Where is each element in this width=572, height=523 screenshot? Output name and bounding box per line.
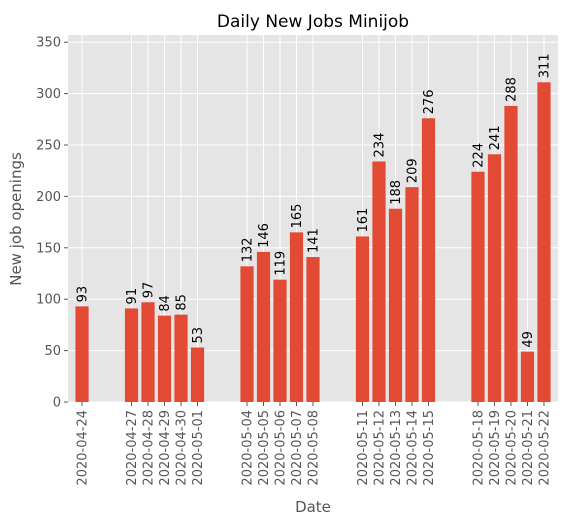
bar — [290, 232, 303, 402]
x-tick-label: 2020-05-08 — [307, 410, 322, 486]
x-tick-label: 2020-05-07 — [290, 410, 305, 486]
data-label: 84 — [158, 295, 173, 312]
bar — [488, 154, 501, 402]
bar — [504, 106, 517, 402]
bar — [356, 236, 369, 402]
bar — [158, 316, 171, 402]
data-label: 91 — [125, 288, 140, 305]
bar — [389, 209, 402, 402]
data-label: 141 — [307, 228, 322, 253]
y-axis-ticks: 0 50 100 150 200 250 300 350 — [36, 36, 68, 411]
data-label: 311 — [537, 53, 552, 78]
bar — [471, 172, 484, 402]
y-tick-label: 250 — [36, 138, 61, 153]
x-tick-label: 2020-05-20 — [504, 410, 519, 486]
x-tick-label: 2020-05-21 — [521, 410, 536, 486]
y-tick-label: 350 — [36, 36, 61, 51]
data-label: 161 — [356, 208, 371, 233]
y-tick-label: 50 — [44, 344, 61, 359]
x-tick-label: 2020-05-14 — [405, 410, 420, 486]
bar — [257, 252, 270, 402]
x-axis-label: Date — [295, 498, 331, 516]
x-tick-label: 2020-04-27 — [125, 410, 140, 486]
y-tick-label: 150 — [36, 241, 61, 256]
x-tick-label: 2020-04-29 — [158, 410, 173, 486]
data-label: 53 — [191, 327, 206, 344]
data-label: 165 — [290, 204, 305, 229]
data-label: 188 — [389, 180, 404, 205]
y-tick-label: 100 — [36, 293, 61, 308]
bar — [191, 348, 204, 402]
bar — [273, 280, 286, 402]
bar — [521, 352, 534, 402]
chart-title: Daily New Jobs Minijob — [217, 12, 409, 32]
data-label: 97 — [142, 282, 157, 299]
x-tick-label: 2020-05-06 — [274, 410, 289, 486]
x-tick-label: 2020-05-19 — [488, 410, 503, 486]
x-axis-ticks: 2020-04-24 2020-04-27 2020-04-28 2020-04-29… — [76, 402, 553, 486]
x-tick-label: 2020-05-05 — [257, 410, 272, 486]
data-label: 49 — [521, 331, 536, 348]
data-label: 276 — [422, 89, 437, 114]
bar — [422, 118, 435, 402]
data-label: 146 — [257, 223, 272, 248]
bar — [141, 302, 154, 402]
data-label: 132 — [241, 237, 256, 262]
data-label: 209 — [405, 158, 420, 183]
data-label: 93 — [76, 286, 91, 303]
data-label: 241 — [488, 125, 503, 150]
y-axis-label: New job openings — [7, 152, 25, 286]
data-label: 234 — [372, 133, 387, 158]
x-tick-label: 2020-05-01 — [191, 410, 206, 486]
x-tick-label: 2020-05-12 — [372, 410, 387, 486]
bar — [174, 315, 187, 402]
data-label: 224 — [471, 143, 486, 168]
x-tick-label: 2020-04-24 — [76, 410, 91, 486]
data-label: 85 — [175, 294, 190, 311]
data-label: 119 — [274, 251, 289, 276]
y-tick-label: 300 — [36, 87, 61, 102]
x-tick-label: 2020-05-15 — [422, 410, 437, 486]
bar — [372, 161, 385, 402]
y-tick-label: 200 — [36, 190, 61, 205]
x-tick-label: 2020-05-22 — [537, 410, 552, 486]
x-tick-label: 2020-05-11 — [356, 410, 371, 486]
bar — [240, 266, 253, 402]
x-tick-label: 2020-05-18 — [471, 410, 486, 486]
bar — [405, 187, 418, 402]
x-tick-label: 2020-04-30 — [175, 410, 190, 486]
x-tick-label: 2020-05-13 — [389, 410, 404, 486]
bar — [125, 308, 138, 402]
x-tick-label: 2020-05-04 — [241, 410, 256, 486]
bar — [306, 257, 319, 402]
y-tick-label: 0 — [53, 396, 61, 411]
bar — [537, 82, 550, 402]
x-tick-label: 2020-04-28 — [142, 410, 157, 486]
bar — [75, 306, 88, 402]
data-label: 288 — [504, 77, 519, 102]
